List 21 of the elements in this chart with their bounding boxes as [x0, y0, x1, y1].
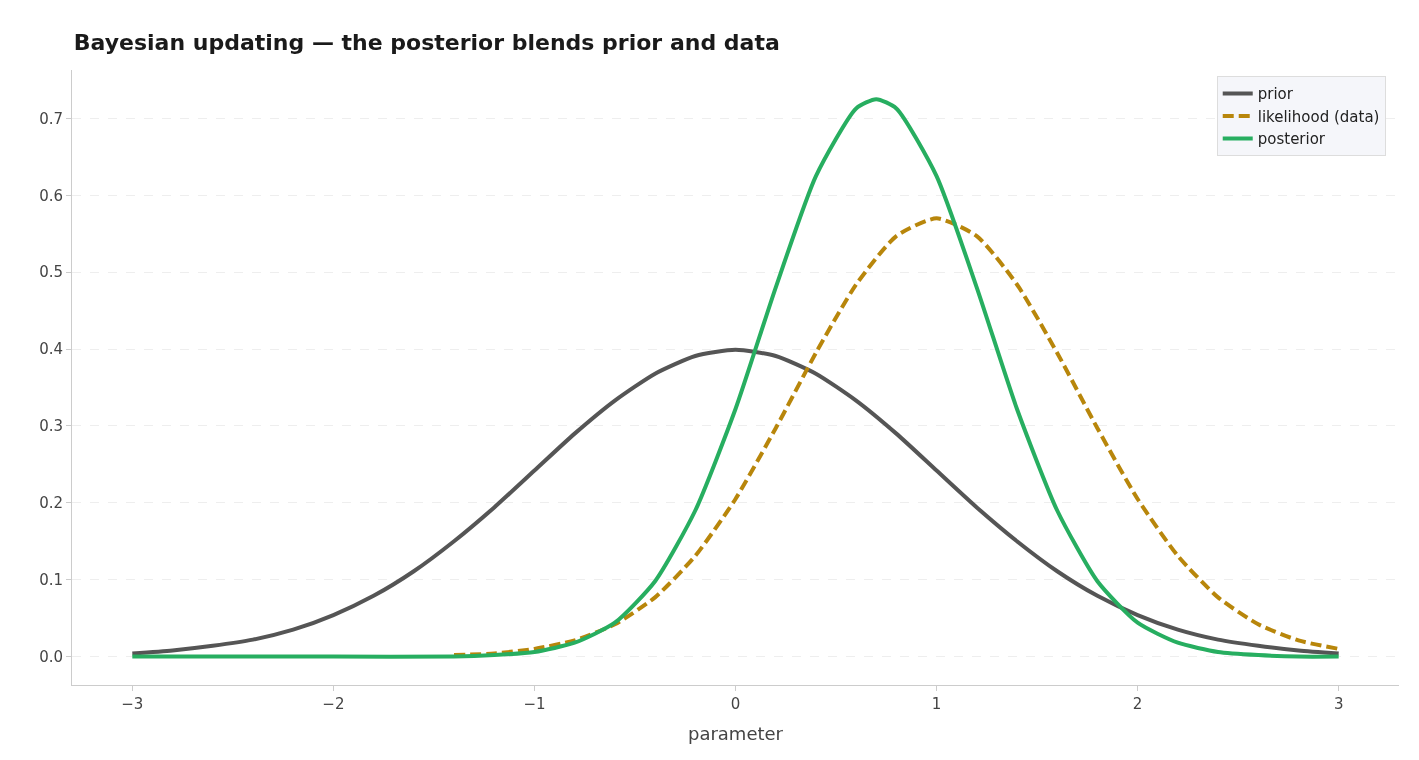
line-series [130, 347, 1341, 656]
y-tick-label: 0.4 [39, 340, 63, 359]
y-tick-label: 0.0 [39, 647, 63, 666]
y-tick-label: 0.5 [39, 263, 63, 282]
chart-title: Bayesian updating — the posterior blends prior and data [73, 29, 780, 55]
x-tick-label: 3 [1333, 695, 1344, 713]
x-tick-label: −3 [121, 695, 144, 713]
y-tick-label: 0.2 [39, 494, 63, 513]
legend-label: prior [1257, 85, 1294, 104]
x-tick-label: 0 [730, 695, 741, 713]
x-axis-title: parameter [687, 723, 784, 745]
x-tick-label: 2 [1132, 695, 1143, 713]
y-tick-label: 0.3 [39, 417, 63, 436]
x-tick-label: −2 [322, 695, 345, 713]
legend-label: posterior [1257, 130, 1326, 149]
x-tick-label: 1 [931, 695, 942, 713]
y-tick-label: 0.6 [39, 186, 63, 205]
y-tick-label: 0.1 [39, 570, 63, 589]
legend-label: likelihood (data) [1257, 107, 1380, 126]
y-tick-label: 0.7 [39, 109, 63, 128]
x-tick-label: −1 [523, 695, 546, 713]
